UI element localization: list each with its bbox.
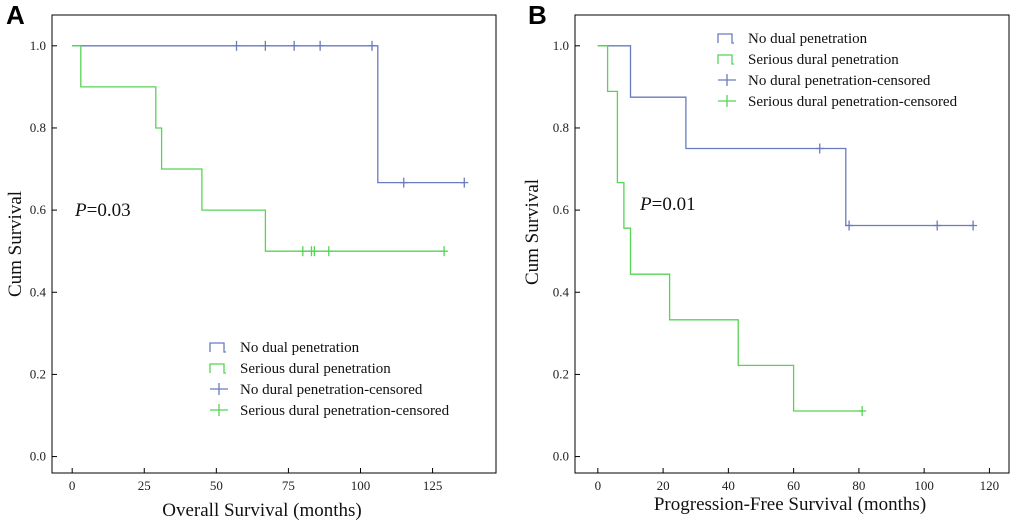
panel-a-legend-label: Serious dural penetration: [240, 361, 391, 377]
panel-b-xtick-label: 40: [722, 478, 735, 493]
panel-a-censor-mark: [368, 40, 377, 51]
panel-a: A 0.0 0.2 0.4 0.6 0.8 1.0 0 25 50 75 100 125 Overa…: [5, 0, 497, 521]
panel-a-censor-mark: [316, 40, 325, 51]
panel-b-frame: [574, 14, 1010, 474]
panel-a-legend-step-icon: [209, 363, 226, 374]
panel-a-x-axis: 0 25 50 75 100 125: [69, 468, 442, 493]
panel-a-xtick-label: 0: [69, 478, 76, 493]
panel-b-y-axis-title: Cum Survival: [522, 179, 543, 285]
panel-a-ytick-label: 0.8: [30, 120, 46, 135]
panel-a-censor-mark: [232, 40, 241, 51]
panel-a-legend-label: No dual penetration: [240, 340, 360, 356]
panel-a-letter: A: [6, 0, 25, 30]
panel-a-ytick-label: 0.4: [30, 284, 47, 299]
panel-b-legend-item: No dual penetration: [717, 31, 868, 47]
panel-a-p-value: P=0.03: [74, 200, 131, 221]
panel-b-legend-step-icon: [717, 54, 734, 65]
panel-a-ytick-label: 0.6: [30, 202, 47, 217]
panel-b-x-axis-title: Progression-Free Survival (months): [654, 494, 926, 515]
panel-b-legend-label: No dual penetration: [748, 31, 868, 47]
panel-b-xtick-label: 80: [852, 478, 865, 493]
panel-a-censor-mark: [261, 40, 270, 51]
panel-b-letter: B: [528, 0, 547, 30]
panel-b-ytick-label: 0.8: [553, 120, 569, 135]
panel-b-xtick-label: 0: [595, 478, 602, 493]
panel-a-frame: [51, 14, 497, 474]
panel-a-censor-mark: [298, 246, 307, 257]
panel-a-legend-item: Serious dural penetration-censored: [210, 403, 450, 419]
panel-b-ytick-label: 0.4: [553, 284, 570, 299]
panel-a-xtick-label: 100: [351, 478, 371, 493]
panel-a-xtick-label: 125: [423, 478, 443, 493]
panel-b-ytick-label: 0.0: [553, 449, 569, 464]
panel-b-censor-mark: [845, 220, 854, 231]
panel-b-y-axis: 0.0 0.2 0.4 0.6 0.8 1.0: [553, 38, 580, 464]
panel-a-legend: No dual penetration Serious dural penetra…: [209, 340, 450, 419]
panel-a-curve-no-dural: [72, 45, 465, 184]
panel-b-ytick-label: 0.6: [553, 202, 570, 217]
panel-b-legend-item: Serious dural penetration: [717, 52, 899, 68]
panel-a-series: [72, 40, 469, 257]
panel-a-ytick-label: 0.2: [30, 366, 46, 381]
panel-a-censor-mark: [310, 246, 319, 257]
panel-a-y-axis-title: Cum Survival: [5, 191, 26, 297]
panel-a-legend-item: No dural penetration-censored: [210, 382, 423, 398]
panel-a-censor-mark: [460, 177, 469, 188]
panel-b: B 0.0 0.2 0.4 0.6 0.8 1.0 0 20 40 60 80 100 120 Pro…: [522, 0, 1010, 515]
panel-a-legend-item: No dual penetration: [209, 340, 360, 356]
panel-b-xtick-label: 60: [787, 478, 800, 493]
panel-a-legend-step-icon: [209, 342, 226, 353]
panel-b-x-axis: 0 20 40 60 80 100 120: [595, 468, 1000, 493]
panel-b-p-symbol: P: [639, 194, 652, 215]
panel-b-censor-mark: [858, 405, 867, 416]
panel-b-p-value: P=0.01: [639, 194, 696, 215]
panel-a-curve-serious: [72, 45, 445, 252]
panel-a-ytick-label: 0.0: [30, 449, 46, 464]
panel-b-legend-step-icon: [717, 33, 734, 44]
panel-b-legend: No dual penetration Serious dural penetra…: [717, 31, 958, 110]
panel-a-legend-label: No dural penetration-censored: [240, 382, 423, 398]
panel-a-xtick-label: 25: [138, 478, 151, 493]
panel-a-censor-mark: [324, 246, 333, 257]
panel-a-legend-label: Serious dural penetration-censored: [240, 403, 450, 419]
panel-b-xtick-label: 120: [980, 478, 1000, 493]
panel-a-p-symbol: P: [74, 200, 87, 221]
panel-a-ytick-label: 1.0: [30, 38, 46, 53]
panel-a-y-axis: 0.0 0.2 0.4 0.6 0.8 1.0: [30, 38, 57, 464]
panel-b-xtick-label: 100: [914, 478, 934, 493]
panel-b-p-number: =0.01: [652, 194, 696, 215]
panel-b-censor-mark: [815, 143, 824, 154]
panel-a-censor-mark: [290, 40, 299, 51]
panel-b-ytick-label: 0.2: [553, 366, 569, 381]
panel-a-xtick-label: 75: [282, 478, 295, 493]
panel-b-legend-label: Serious dural penetration-censored: [748, 94, 958, 110]
panel-a-censor-mark: [440, 246, 449, 257]
panel-b-legend-label: No dural penetration-censored: [748, 73, 931, 89]
panel-b-series: [597, 45, 978, 416]
panel-a-censor-mark: [399, 177, 408, 188]
panel-b-ytick-label: 1.0: [553, 38, 569, 53]
panel-b-curve-serious: [597, 45, 863, 412]
panel-b-legend-item: Serious dural penetration-censored: [718, 94, 958, 110]
panel-a-x-axis-title: Overall Survival (months): [162, 500, 361, 521]
panel-b-legend-item: No dural penetration-censored: [718, 73, 931, 89]
panel-a-xtick-label: 50: [210, 478, 223, 493]
panel-b-xtick-label: 20: [657, 478, 670, 493]
panel-a-legend-item: Serious dural penetration: [209, 361, 391, 377]
panel-b-censor-mark: [933, 220, 942, 231]
panel-b-legend-label: Serious dural penetration: [748, 52, 899, 68]
panel-b-curve-no-dural: [597, 45, 974, 227]
panel-a-p-number: =0.03: [87, 200, 131, 221]
panel-b-censor-mark: [969, 220, 978, 231]
